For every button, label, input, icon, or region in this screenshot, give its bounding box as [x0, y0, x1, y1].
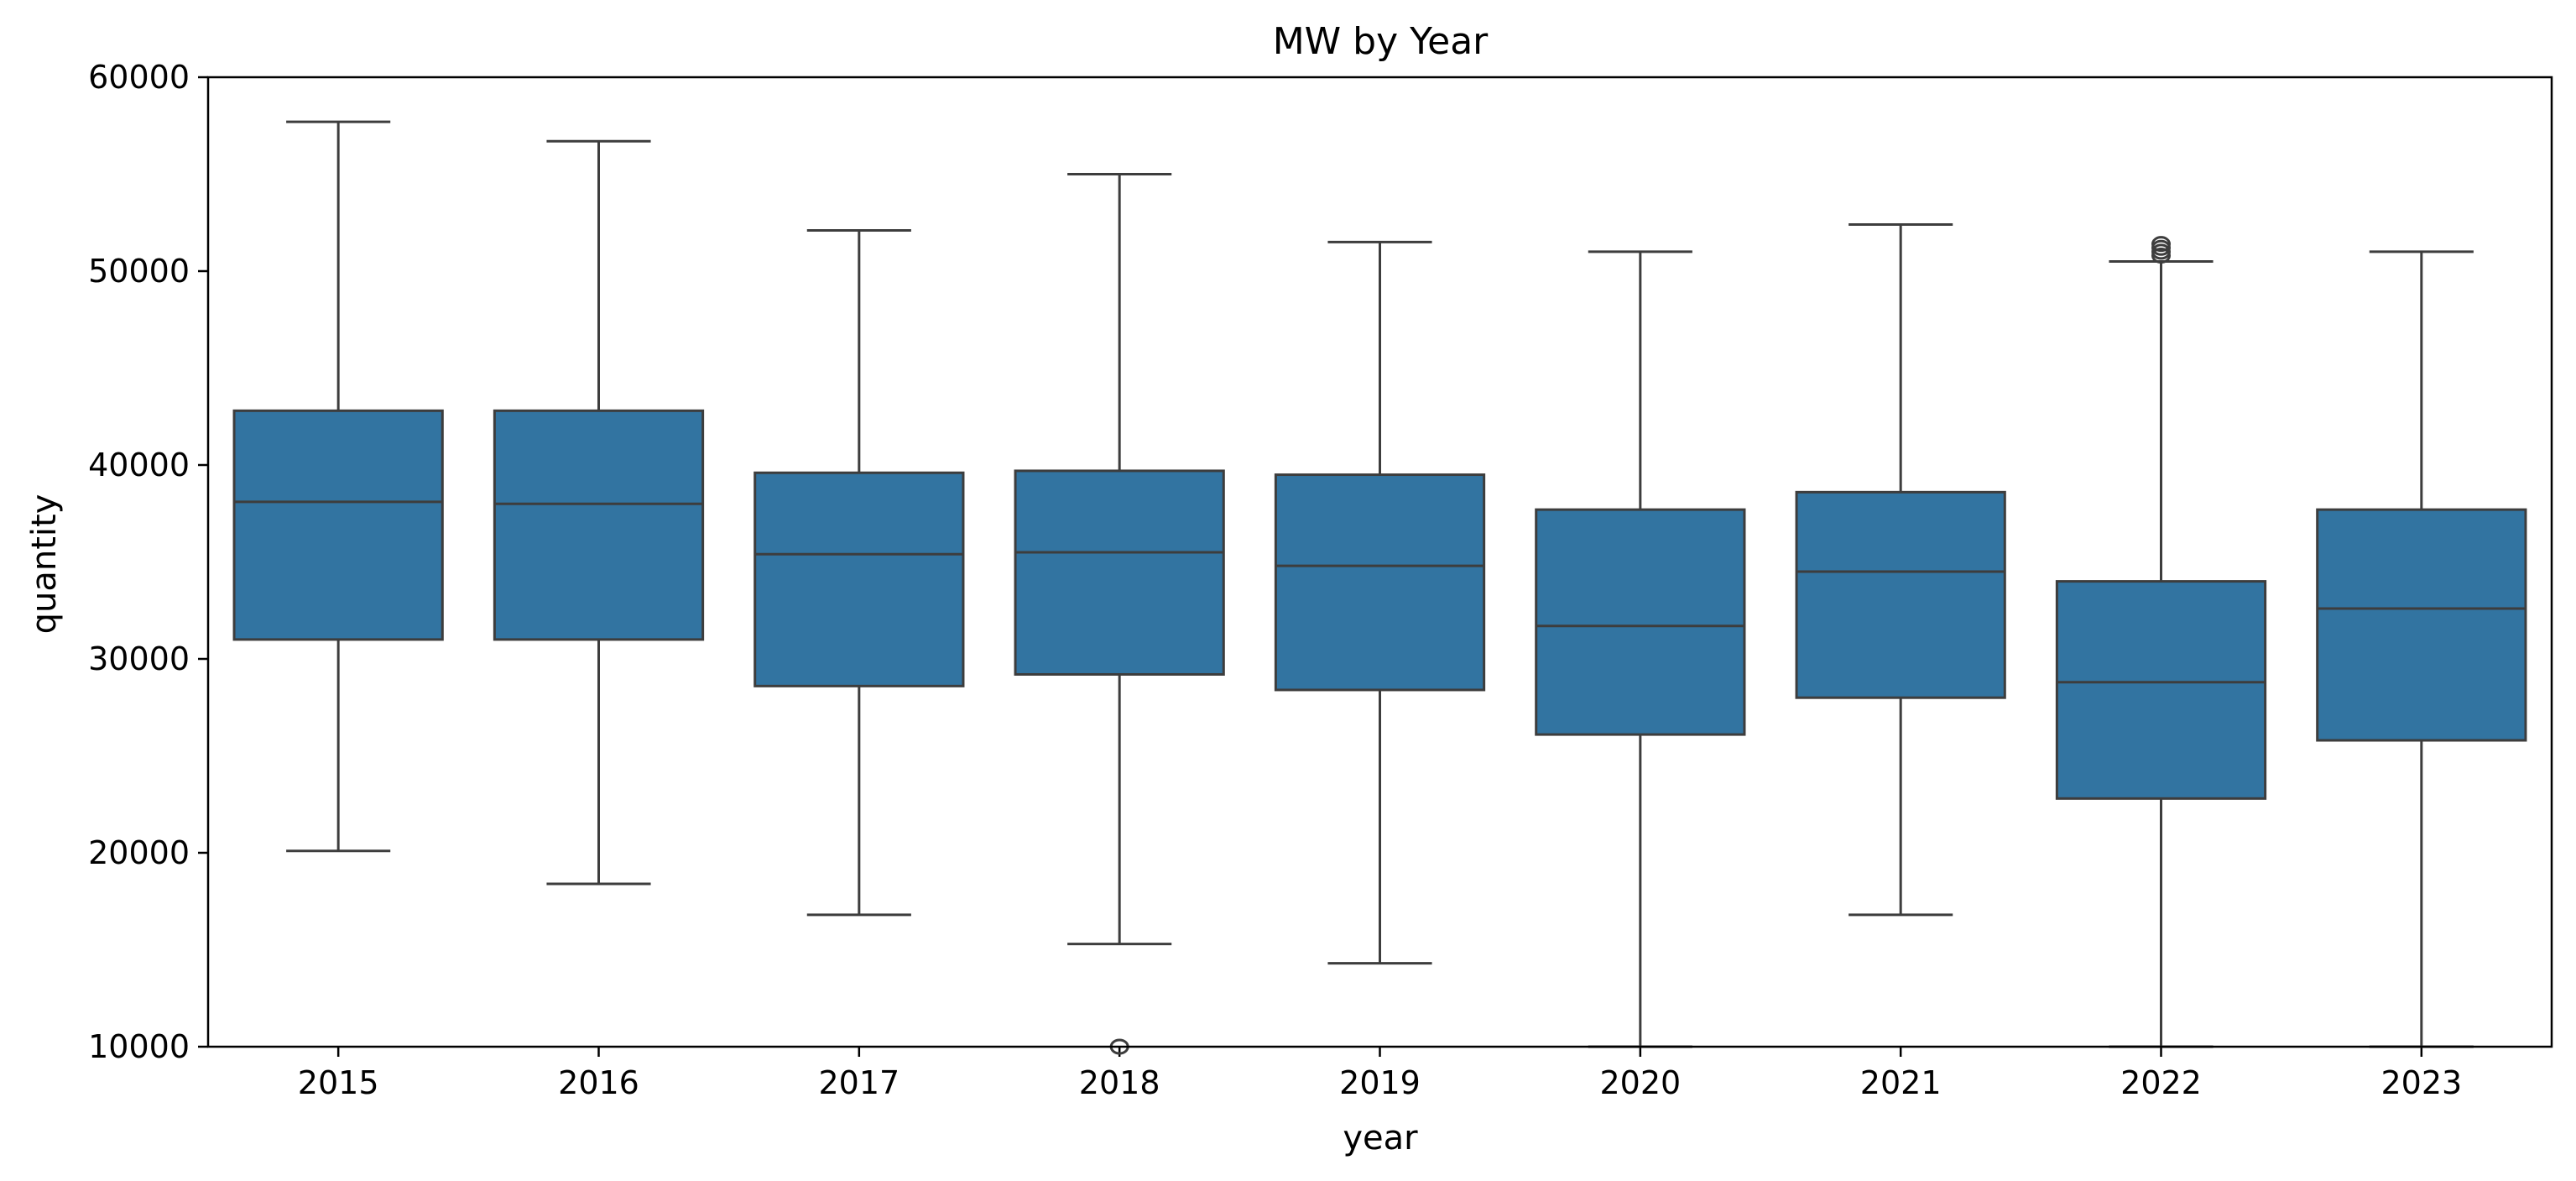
iqr-box	[1795, 490, 2006, 699]
iqr-box	[2316, 508, 2527, 742]
y-tick-label: 60000	[88, 59, 190, 96]
chart-title: MW by Year	[1273, 20, 1489, 63]
box-2018	[1014, 173, 1225, 1055]
box-2020	[1535, 250, 1746, 1048]
iqr-box	[232, 409, 444, 641]
y-tick-label: 30000	[88, 640, 190, 677]
x-tick-label: 2017	[818, 1064, 900, 1101]
box-2022	[2055, 236, 2267, 1048]
y-tick-label: 20000	[88, 834, 190, 871]
y-tick-label: 50000	[88, 253, 190, 290]
x-tick-label: 2022	[2120, 1064, 2202, 1101]
y-axis-label: quantity	[25, 494, 64, 635]
iqr-box	[493, 409, 705, 641]
x-tick-label: 2021	[1860, 1064, 1942, 1101]
iqr-box	[1014, 469, 1225, 676]
y-tick-label: 10000	[88, 1028, 190, 1065]
iqr-box	[1274, 473, 1486, 692]
y-axis: 10000 20000 30000 40000 50000 60000	[88, 59, 208, 1065]
iqr-box	[2055, 580, 2267, 800]
x-tick-label: 2020	[1599, 1064, 1681, 1101]
box-2019	[1274, 240, 1486, 965]
iqr-box	[754, 471, 965, 687]
outlier-point	[2151, 236, 2171, 253]
x-axis: 2015 2016 2017 2018 2019 2020 2021 2022 2023	[298, 1047, 2462, 1101]
box-2023	[2316, 250, 2527, 1048]
x-tick-label: 2018	[1079, 1064, 1160, 1101]
box-2017	[754, 228, 965, 917]
x-tick-label: 2015	[298, 1064, 379, 1101]
x-tick-label: 2019	[1339, 1064, 1421, 1101]
box-2021	[1795, 223, 2006, 917]
iqr-box	[1535, 508, 1746, 736]
y-tick-label: 40000	[88, 447, 190, 483]
x-axis-label: year	[1343, 1119, 1418, 1157]
x-tick-label: 2016	[558, 1064, 639, 1101]
plot-area	[232, 120, 2527, 1055]
plot-frame	[206, 76, 2553, 1048]
box-2016	[493, 139, 705, 886]
x-tick-label: 2023	[2380, 1064, 2462, 1101]
box-2015	[232, 120, 444, 853]
